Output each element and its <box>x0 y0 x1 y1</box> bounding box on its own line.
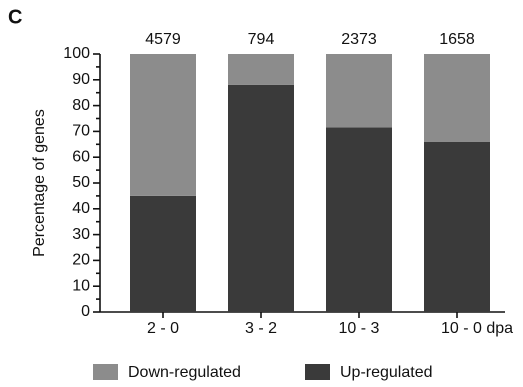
x-tick-label: 10 - 3 <box>339 320 380 337</box>
y-tick-label: 0 <box>81 303 90 320</box>
legend-label: Up-regulated <box>340 364 433 381</box>
y-tick-label: 10 <box>72 277 90 294</box>
y-tick-label: 50 <box>72 174 90 191</box>
y-tick-label: 80 <box>72 97 90 114</box>
bar-segment <box>326 54 392 128</box>
y-tick-label: 90 <box>72 71 90 88</box>
bar-total: 4579 <box>145 31 181 48</box>
legend-swatch <box>305 364 330 380</box>
x-tick-label: 2 - 0 <box>147 320 179 337</box>
y-tick-label: 40 <box>72 200 90 217</box>
y-tick-label: 100 <box>63 45 90 62</box>
bar-segment <box>228 84 294 313</box>
panel-label: C <box>8 6 22 28</box>
bar-total: 794 <box>248 31 275 48</box>
bar-segment <box>130 195 196 312</box>
y-tick-label: 70 <box>72 123 90 140</box>
bar-segment <box>424 54 490 142</box>
legend-label: Down-regulated <box>128 364 241 381</box>
y-axis-label: Percentage of genes <box>31 109 48 257</box>
x-tick-label: 10 - 0 dpa <box>441 320 513 337</box>
bar-total: 2373 <box>341 31 377 48</box>
y-tick-label: 30 <box>72 226 90 243</box>
bar-segment <box>130 54 196 196</box>
y-tick-label: 20 <box>72 252 90 269</box>
y-tick-label: 60 <box>72 148 90 165</box>
bar-segment <box>326 127 392 312</box>
x-tick-label: 3 - 2 <box>245 320 277 337</box>
bar-segment <box>424 141 490 312</box>
bar-segment <box>228 54 294 85</box>
bar-total: 1658 <box>439 31 475 48</box>
legend-swatch <box>93 364 118 380</box>
